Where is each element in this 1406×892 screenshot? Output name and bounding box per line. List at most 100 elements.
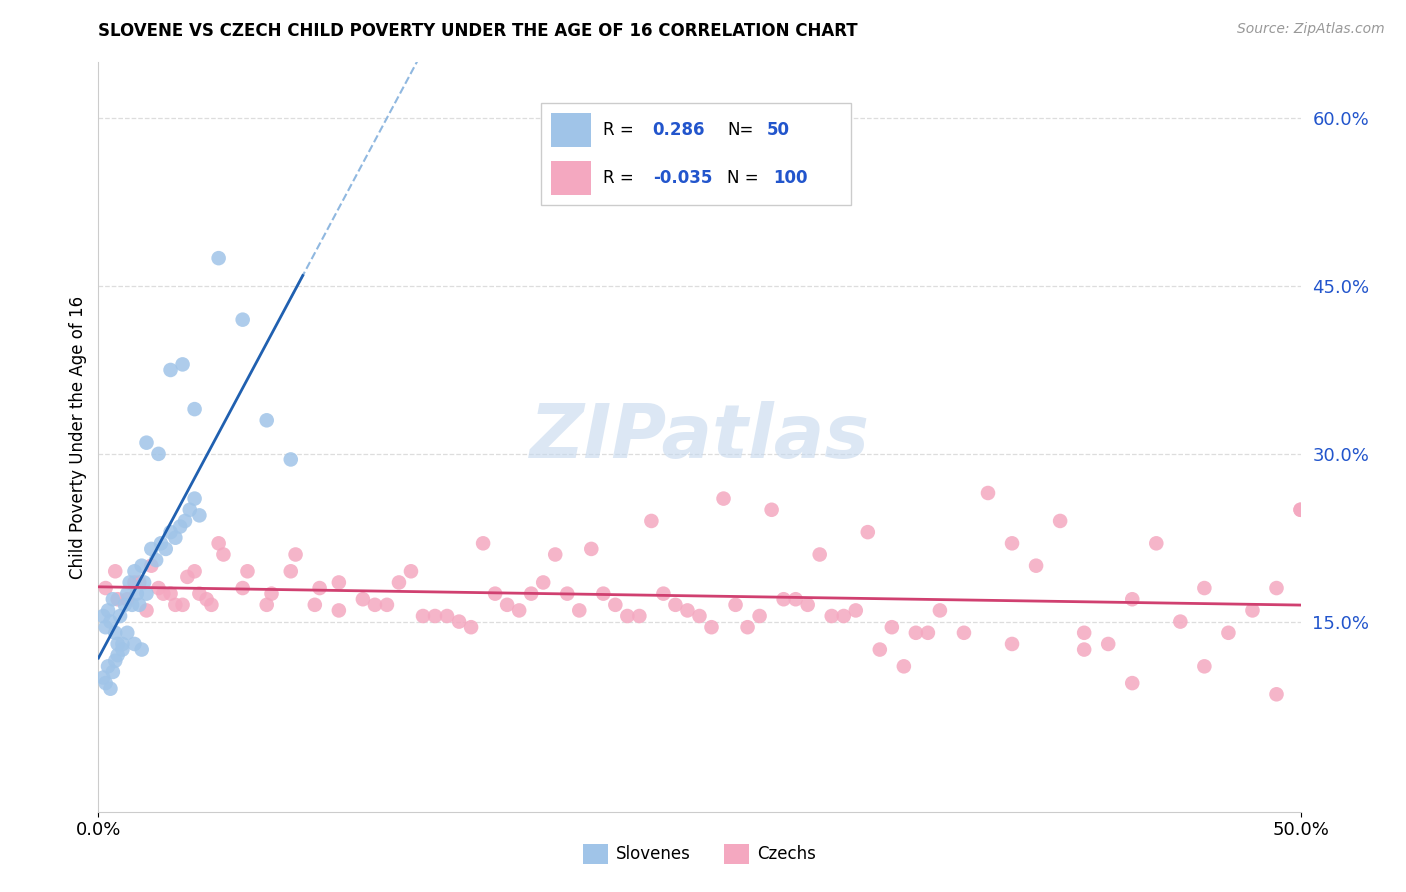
Point — [135, 603, 157, 617]
Point — [388, 575, 411, 590]
Point — [176, 570, 198, 584]
FancyBboxPatch shape — [551, 113, 591, 146]
Point — [845, 603, 868, 617]
Point — [94, 581, 117, 595]
Point — [104, 625, 127, 640]
Point — [101, 665, 124, 679]
Point — [869, 642, 891, 657]
FancyBboxPatch shape — [541, 103, 851, 205]
Point — [700, 620, 723, 634]
Point — [796, 598, 818, 612]
Point — [152, 587, 174, 601]
FancyBboxPatch shape — [551, 161, 591, 194]
Point — [496, 598, 519, 612]
Point — [508, 603, 530, 617]
Point — [117, 592, 139, 607]
Point — [1289, 502, 1312, 516]
Point — [159, 525, 181, 540]
Point — [97, 659, 120, 673]
Text: 0.286: 0.286 — [652, 120, 706, 139]
Point — [1170, 615, 1192, 629]
Point — [785, 592, 807, 607]
Point — [91, 609, 114, 624]
Point — [1073, 642, 1095, 657]
Text: N =: N = — [727, 169, 758, 187]
Point — [195, 592, 218, 607]
Point — [628, 609, 651, 624]
Point — [232, 312, 254, 326]
Point — [104, 654, 127, 668]
Point — [1121, 592, 1143, 607]
Point — [111, 642, 134, 657]
Point — [689, 609, 711, 624]
Text: 50: 50 — [768, 120, 790, 139]
Point — [260, 587, 283, 601]
Point — [605, 598, 627, 612]
Point — [101, 592, 124, 607]
Point — [100, 615, 122, 629]
Point — [107, 648, 129, 662]
Point — [100, 681, 122, 696]
Point — [91, 671, 114, 685]
Point — [188, 508, 211, 523]
Point — [107, 637, 129, 651]
Point — [375, 598, 398, 612]
Point — [544, 548, 567, 562]
Point — [124, 575, 146, 590]
Point — [436, 609, 458, 624]
Point — [1001, 637, 1024, 651]
Point — [132, 575, 155, 590]
Point — [953, 625, 976, 640]
Point — [761, 502, 783, 516]
Point — [447, 615, 470, 629]
Point — [412, 609, 434, 624]
Text: R =: R = — [603, 169, 634, 187]
Point — [676, 603, 699, 617]
Point — [399, 564, 422, 578]
Point — [200, 598, 222, 612]
Point — [304, 598, 326, 612]
Text: 100: 100 — [773, 169, 808, 187]
Point — [1194, 581, 1216, 595]
Point — [713, 491, 735, 506]
Point — [280, 564, 302, 578]
Point — [111, 637, 134, 651]
Point — [256, 413, 278, 427]
Point — [232, 581, 254, 595]
Point — [1001, 536, 1024, 550]
Point — [183, 402, 205, 417]
Point — [107, 592, 129, 607]
Point — [880, 620, 903, 634]
Point — [121, 598, 143, 612]
Point — [94, 676, 117, 690]
Point — [616, 609, 638, 624]
Point — [1073, 625, 1095, 640]
Point — [141, 558, 163, 573]
Point — [148, 581, 170, 595]
Point — [821, 609, 844, 624]
Point — [117, 625, 139, 640]
Point — [128, 598, 150, 612]
Point — [169, 519, 191, 533]
Point — [124, 564, 146, 578]
Text: ZIPatlas: ZIPatlas — [530, 401, 869, 474]
Point — [652, 587, 675, 601]
Point — [1289, 502, 1312, 516]
Point — [1265, 687, 1288, 701]
Point — [555, 587, 578, 601]
Point — [832, 609, 855, 624]
Point — [1121, 676, 1143, 690]
Point — [460, 620, 482, 634]
Point — [188, 587, 211, 601]
Point — [904, 625, 927, 640]
Text: SLOVENE VS CZECH CHILD POVERTY UNDER THE AGE OF 16 CORRELATION CHART: SLOVENE VS CZECH CHILD POVERTY UNDER THE… — [98, 22, 858, 40]
Point — [1194, 659, 1216, 673]
Point — [328, 603, 350, 617]
Point — [208, 536, 231, 550]
Point — [148, 447, 170, 461]
Point — [640, 514, 662, 528]
Point — [928, 603, 950, 617]
Point — [772, 592, 794, 607]
Point — [581, 541, 603, 556]
Point — [1144, 536, 1167, 550]
